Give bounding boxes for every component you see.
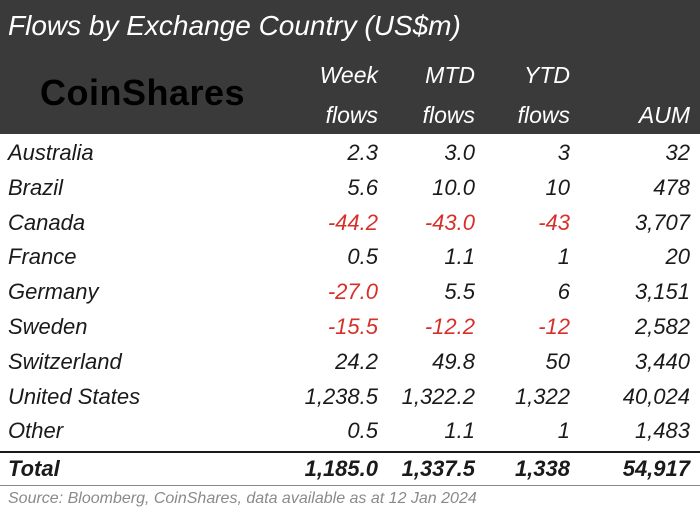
bottom-divider [0, 485, 700, 486]
row-label: Australia [8, 140, 94, 165]
total-week: 1,185.0 [304, 456, 378, 481]
col-week-line1: Week [319, 62, 378, 88]
cell-aum: 3,707 [634, 209, 690, 235]
total-ytd: 1,338 [514, 456, 570, 481]
cell-aum: 3,440 [634, 348, 690, 374]
source-note: Source: Bloomberg, CoinShares, data avai… [8, 490, 477, 507]
cell-aum: 2,582 [634, 313, 690, 339]
cell-ytd: 1,322 [514, 383, 570, 409]
cell-mtd: 10.0 [432, 174, 475, 200]
table-row: United States 1,238.5 1,322.2 1,322 40,024 [0, 380, 700, 415]
total-divider [0, 451, 700, 453]
total-aum: 54,917 [622, 456, 690, 481]
row-label: Brazil [8, 174, 64, 200]
cell-aum: 32 [665, 140, 690, 165]
coinshares-logo: CoinShares [40, 72, 246, 113]
cell-week: 24.2 [335, 348, 378, 374]
row-label: Sweden [8, 313, 88, 339]
cell-ytd: 3 [557, 140, 570, 165]
row-label: France [8, 244, 77, 270]
cell-aum: 40,024 [622, 383, 690, 409]
row-label: United States [8, 383, 141, 409]
cell-week: 2.3 [347, 140, 378, 165]
cell-week: 0.5 [347, 244, 378, 270]
cell-aum: 20 [665, 244, 690, 270]
cell-week: -15.5 [327, 313, 378, 339]
row-label: Germany [8, 279, 99, 305]
col-week-line2: flows [325, 102, 378, 128]
cell-mtd: 3.0 [444, 140, 475, 165]
row-label: Other [8, 418, 64, 444]
cell-mtd: 1,322.2 [401, 383, 475, 409]
cell-week: -27.0 [327, 279, 378, 305]
cell-ytd: 1 [557, 418, 570, 444]
total-row: Total 1,185.0 1,337.5 1,338 54,917 [0, 452, 700, 486]
cell-mtd: -43.0 [424, 209, 475, 235]
chart-title: Flows by Exchange Country (US$m) [8, 10, 461, 41]
cell-ytd: 6 [557, 279, 570, 305]
cell-mtd: -12.2 [424, 313, 475, 339]
cell-ytd: 1 [557, 244, 570, 270]
cell-ytd: -43 [538, 209, 570, 235]
col-mtd-line2: flows [422, 102, 475, 128]
table-row: Sweden -15.5 -12.2 -12 2,582 [0, 310, 700, 345]
cell-mtd: 1.1 [444, 244, 475, 270]
cell-week: 5.6 [347, 174, 378, 200]
cell-ytd: 50 [545, 348, 570, 374]
table-row: Brazil 5.6 10.0 10 478 [0, 171, 700, 206]
row-label: Canada [8, 209, 86, 235]
col-ytd-line1: YTD [524, 62, 570, 88]
cell-ytd: 10 [545, 174, 570, 200]
table-row: Other 0.5 1.1 1 1,483 [0, 414, 700, 449]
table-row: Australia 2.3 3.0 3 32 [0, 136, 700, 171]
table-body: Australia 2.3 3.0 3 32 Brazil 5.6 10.0 10 478 Cana… [0, 136, 700, 449]
cell-mtd: 5.5 [444, 279, 475, 305]
cell-mtd: 49.8 [432, 348, 475, 374]
table-row: Germany -27.0 5.5 6 3,151 [0, 275, 700, 310]
table-row: Switzerland 24.2 49.8 50 3,440 [0, 345, 700, 380]
col-ytd-line2: flows [517, 102, 570, 128]
cell-week: 1,238.5 [304, 383, 378, 409]
cell-mtd: 1.1 [444, 418, 475, 444]
col-aum-line2: AUM [638, 102, 690, 128]
cell-aum: 478 [653, 174, 690, 200]
cell-week: -44.2 [327, 209, 378, 235]
cell-ytd: -12 [538, 313, 570, 339]
table-row: Canada -44.2 -43.0 -43 3,707 [0, 206, 700, 241]
total-label: Total [8, 456, 60, 481]
table-header: Flows by Exchange Country (US$m) CoinSha… [0, 0, 700, 134]
col-mtd-line1: MTD [425, 62, 475, 88]
cell-aum: 3,151 [634, 279, 690, 305]
row-label: Switzerland [8, 348, 122, 374]
cell-week: 0.5 [347, 418, 378, 444]
total-mtd: 1,337.5 [401, 456, 475, 481]
table-row: France 0.5 1.1 1 20 [0, 240, 700, 275]
cell-aum: 1,483 [634, 418, 690, 444]
